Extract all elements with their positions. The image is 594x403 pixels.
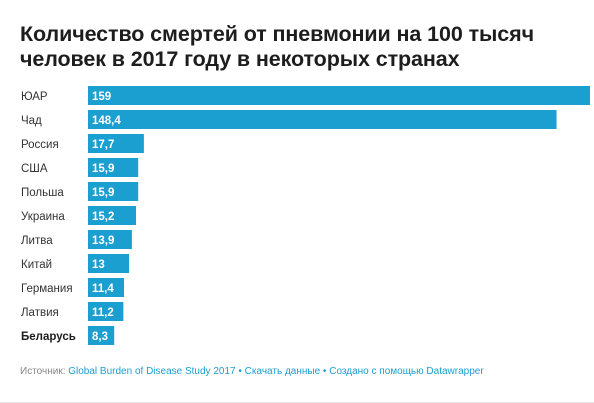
bar [88, 278, 124, 297]
value-label: 11,4 [92, 283, 114, 295]
bar [88, 230, 132, 249]
value-label: 15,9 [92, 163, 114, 175]
category-label: Украина [21, 211, 65, 223]
value-label: 17,7 [92, 139, 114, 151]
value-label: 11,2 [92, 307, 114, 319]
bar [88, 254, 130, 273]
category-label: Латвия [21, 307, 59, 319]
value-label: 15,9 [92, 187, 114, 199]
category-label: Германия [21, 283, 73, 295]
value-label: 148,4 [92, 115, 121, 127]
value-label: 8,3 [92, 331, 108, 343]
category-label: ЮАР [21, 91, 48, 103]
bar [88, 134, 144, 153]
chart-footer: Источник: Global Burden of Disease Study… [20, 366, 484, 377]
category-label: Китай [21, 259, 52, 271]
category-label: Польша [21, 187, 64, 199]
bar-chart: ЮАР 159 Чад 148,4 Россия 17,7 США 15,9 Польша 15,… [21, 86, 590, 345]
bar [88, 182, 139, 201]
footer-separator: • [238, 366, 242, 377]
source-link[interactable]: Global Burden of Disease Study 2017 [68, 366, 236, 377]
bar [88, 326, 115, 345]
value-label: 15,2 [92, 211, 114, 223]
bar [88, 110, 557, 129]
bar [88, 206, 136, 225]
footer-separator: • [322, 366, 327, 377]
value-label: 13,9 [92, 235, 114, 247]
category-label: Литва [21, 235, 53, 247]
category-label: Беларусь [21, 331, 76, 343]
download-data-link[interactable]: Скачать данные [244, 366, 321, 377]
category-label: Россия [21, 139, 59, 151]
bar [88, 302, 124, 321]
chart-title: Количество смертей от пневмонии на 100 т… [20, 22, 534, 71]
bar [88, 158, 139, 177]
category-label: Чад [21, 115, 42, 127]
datawrapper-link[interactable]: Создано с помощью Datawrapper [329, 366, 484, 377]
source-label: Источник: [20, 366, 66, 377]
value-label: 159 [92, 91, 111, 103]
bar [88, 86, 590, 105]
value-label: 13 [92, 259, 105, 271]
category-label: США [21, 163, 48, 175]
